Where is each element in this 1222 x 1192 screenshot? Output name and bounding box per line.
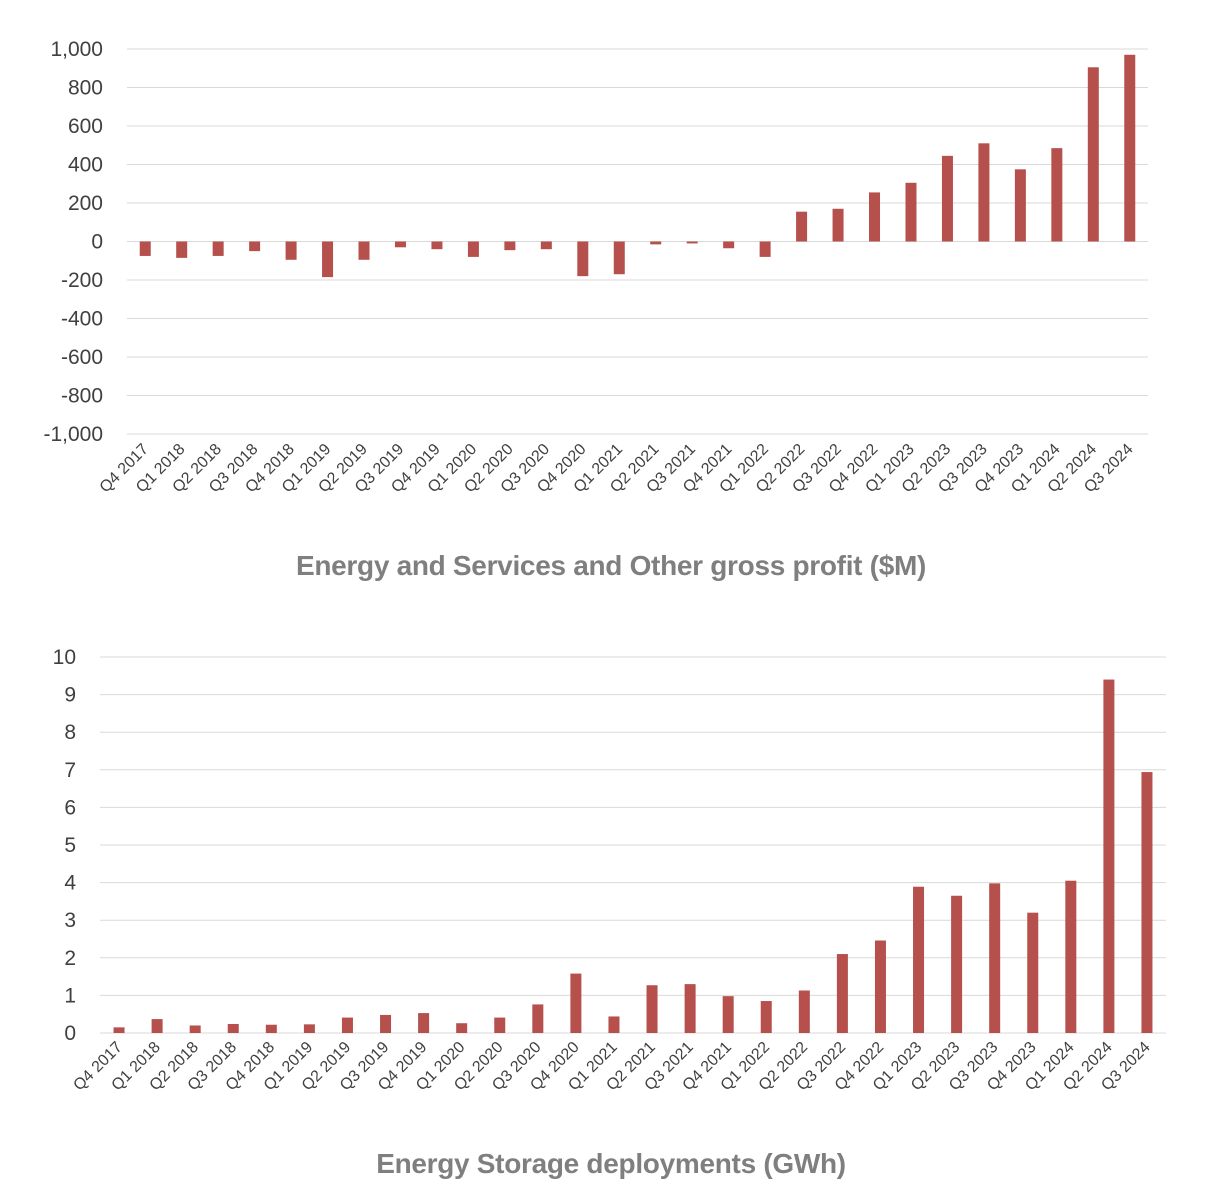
storage-y-tick-label: 10 xyxy=(53,646,76,669)
profit-y-tick-label: 0 xyxy=(91,231,103,254)
profit-bar xyxy=(905,182,917,242)
storage-y-tick-label: 8 xyxy=(64,721,76,744)
profit-y-tick-label: 800 xyxy=(68,77,103,100)
storage-bar xyxy=(1027,912,1039,1033)
storage-bar xyxy=(798,990,810,1033)
storage-bar xyxy=(1103,679,1115,1033)
storage-bar xyxy=(456,1023,468,1033)
profit-y-tick-label: 400 xyxy=(68,154,103,177)
profit-y-tick-label: -800 xyxy=(61,385,103,408)
storage-y-tick-label: 9 xyxy=(64,684,76,707)
profit-bar xyxy=(322,241,334,278)
storage-bar xyxy=(684,984,696,1033)
profit-y-tick-label: -1,000 xyxy=(43,423,103,446)
profit-y-tick-label: 1,000 xyxy=(50,38,103,61)
profit-bar xyxy=(249,241,261,252)
storage-bar xyxy=(151,1019,163,1033)
profit-y-tick-label: 600 xyxy=(68,115,103,138)
gross-profit-chart-title: Energy and Services and Other gross prof… xyxy=(295,550,927,581)
gross-profit-chart: 1,000 800 600 400 200 0 -200 -400 -600 -800 -1,000… xyxy=(43,38,1148,581)
storage-bar xyxy=(608,1016,620,1033)
profit-bar xyxy=(978,143,990,242)
profit-bar xyxy=(1124,54,1136,242)
profit-bar xyxy=(176,241,188,258)
profit-y-tick-label: -200 xyxy=(61,269,103,292)
storage-bar xyxy=(494,1017,506,1033)
profit-bar xyxy=(613,241,625,275)
storage-bar xyxy=(532,1004,544,1033)
profit-bar xyxy=(394,241,406,248)
profit-bar xyxy=(467,241,479,257)
gross-profit-plot: 1,000 800 600 400 200 0 -200 -400 -600 -800 -1,000… xyxy=(43,38,1148,496)
profit-bar xyxy=(832,208,844,242)
storage-bar xyxy=(303,1024,315,1033)
storage-y-tick-label: 4 xyxy=(64,872,76,895)
profit-bar xyxy=(1051,148,1063,242)
storage-bar xyxy=(913,886,925,1033)
storage-bar xyxy=(874,940,886,1033)
profit-bar xyxy=(504,241,516,251)
profit-bar xyxy=(358,241,370,260)
profit-bar xyxy=(139,241,151,256)
storage-bar xyxy=(341,1017,353,1033)
storage-y-tick-label: 3 xyxy=(64,909,76,932)
storage-y-tick-label: 0 xyxy=(64,1022,76,1045)
profit-bar xyxy=(723,241,735,249)
storage-bar xyxy=(989,883,1001,1033)
profit-bar xyxy=(650,241,662,245)
profit-bar xyxy=(1087,67,1099,242)
profit-y-tick-label: -600 xyxy=(61,346,103,369)
storage-y-tick-label: 6 xyxy=(64,796,76,819)
profit-bar xyxy=(577,241,589,277)
profit-bar xyxy=(285,241,297,260)
storage-bar xyxy=(1141,772,1153,1033)
storage-y-tick-label: 2 xyxy=(64,947,76,970)
storage-bar xyxy=(1065,880,1077,1033)
storage-bar xyxy=(646,985,658,1033)
profit-bar xyxy=(759,241,771,257)
storage-bar xyxy=(570,973,582,1033)
profit-bar xyxy=(1014,169,1026,242)
storage-y-tick-label: 5 xyxy=(64,834,76,857)
profit-bar xyxy=(540,241,552,250)
storage-bar xyxy=(265,1024,277,1033)
profit-bar xyxy=(869,192,881,242)
profit-bar xyxy=(796,211,808,242)
storage-bar xyxy=(836,954,848,1033)
storage-y-tick-label: 7 xyxy=(64,759,76,782)
storage-deployments-chart-title: Energy Storage deployments (GWh) xyxy=(376,1148,846,1179)
storage-y-tick-label: 1 xyxy=(64,984,76,1007)
profit-y-tick-label: -400 xyxy=(61,308,103,331)
storage-bar xyxy=(189,1025,201,1033)
storage-bar xyxy=(380,1014,392,1033)
profit-bar xyxy=(686,241,698,244)
profit-bar xyxy=(431,241,443,250)
storage-bar xyxy=(760,1001,772,1033)
storage-bar xyxy=(722,996,734,1033)
profit-bar xyxy=(941,155,953,242)
storage-bar xyxy=(951,895,963,1033)
profit-bar xyxy=(212,241,224,256)
storage-bar xyxy=(418,1013,430,1033)
profit-y-tick-label: 200 xyxy=(68,192,103,215)
storage-deployments-chart: 10 9 8 7 6 5 4 3 2 1 0 Q4 2017 Q1 2018 Q2 2018 Q3 2018… xyxy=(0,610,1222,1192)
storage-bar xyxy=(227,1023,239,1033)
storage-bar xyxy=(113,1027,125,1033)
